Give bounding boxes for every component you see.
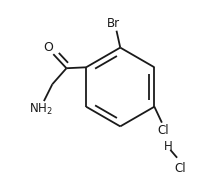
- Text: H: H: [164, 140, 172, 153]
- Text: O: O: [44, 41, 54, 54]
- Text: Br: Br: [107, 17, 120, 30]
- Text: Cl: Cl: [157, 124, 169, 137]
- Text: Cl: Cl: [174, 162, 186, 175]
- Text: NH$_2$: NH$_2$: [29, 102, 53, 117]
